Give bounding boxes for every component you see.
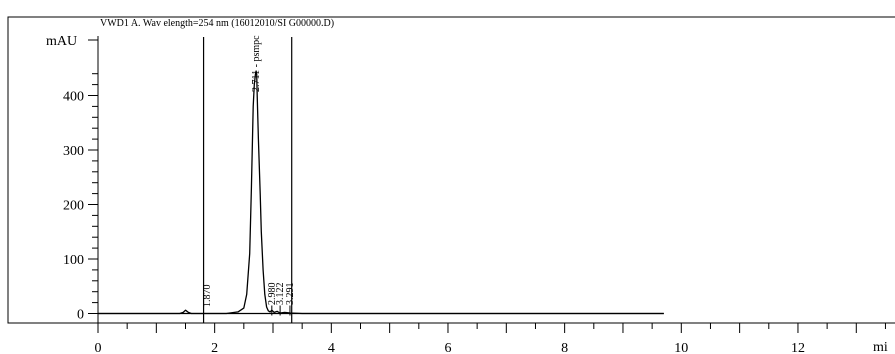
x-axis-tick-labels: 0 2 4 6 8 10 12 bbox=[95, 341, 805, 354]
peak-label: 3.122 bbox=[275, 283, 286, 306]
peak-label: 2.980 bbox=[267, 283, 278, 306]
x-axis-ticks bbox=[97, 323, 886, 333]
peak-label: 2.711 - psmpc bbox=[251, 35, 262, 92]
y-tick-label: 0 bbox=[77, 308, 84, 323]
y-tick-label: 300 bbox=[63, 144, 84, 159]
signal-trace bbox=[98, 70, 664, 315]
x-tick-label: 12 bbox=[791, 341, 805, 354]
x-tick-label: 10 bbox=[674, 341, 688, 354]
y-tick-label: 400 bbox=[63, 90, 84, 105]
x-tick-label: 8 bbox=[561, 341, 568, 354]
x-tick-label: 6 bbox=[444, 341, 451, 354]
x-tick-label: 2 bbox=[211, 341, 218, 354]
chart-title: VWD1 A. Wav elength=254 nm (16012010/SI … bbox=[100, 18, 334, 29]
peak-label: 1.870 bbox=[202, 285, 213, 308]
y-axis-ticks bbox=[88, 39, 98, 314]
x-tick-label: 4 bbox=[328, 341, 335, 354]
x-axis-unit-label: mi bbox=[873, 340, 888, 354]
y-tick-label: 200 bbox=[63, 199, 84, 214]
x-tick-label: 0 bbox=[95, 341, 102, 354]
y-axis-unit-label: mAU bbox=[46, 34, 77, 49]
y-axis-tick-labels: 0 100 200 300 400 bbox=[63, 90, 84, 323]
y-tick-label: 100 bbox=[63, 253, 84, 268]
signal-trace-group bbox=[98, 70, 664, 315]
peak-label: 3.291 bbox=[285, 283, 296, 306]
plot-frame bbox=[7, 16, 895, 324]
